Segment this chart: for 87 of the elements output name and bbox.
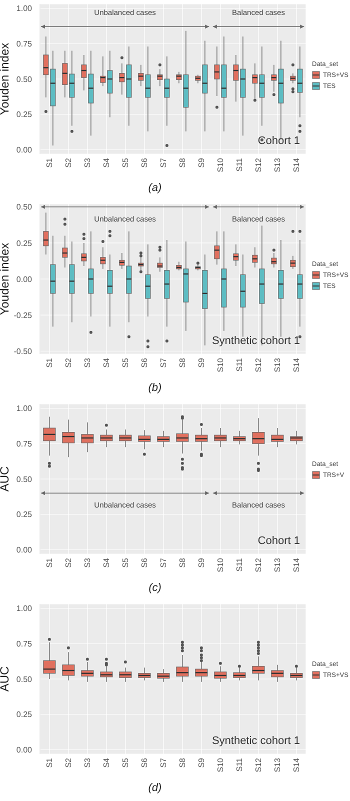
x-tick-label: S9 xyxy=(197,357,206,368)
y-tick-label: 0.50 xyxy=(16,674,33,684)
y-tick-label: 0.75 xyxy=(16,39,33,48)
y-tick-label: 0.00 xyxy=(16,146,33,155)
y-tick-label: 0.00 xyxy=(16,746,33,755)
x-tick-label: S1 xyxy=(45,357,54,368)
x-tick-label: S3 xyxy=(83,357,92,368)
x-tick-label: S6 xyxy=(140,357,149,368)
x-tick-label: S13 xyxy=(273,357,282,372)
x-tick-label: S12 xyxy=(254,557,263,572)
x-tick-label: S4 xyxy=(102,557,111,568)
x-tick-label: S14 xyxy=(292,757,301,772)
x-tick-label: S6 xyxy=(140,557,149,568)
text: (a) xyxy=(147,182,163,194)
x-tick-label: S5 xyxy=(121,357,130,368)
x-tick-label: S1 xyxy=(45,557,54,568)
x-tick-label: S8 xyxy=(178,557,187,568)
x-tick-label: S7 xyxy=(159,557,168,568)
x-tick-label: S7 xyxy=(159,757,168,768)
x-tick-label: S9 xyxy=(197,757,206,768)
x-tick-label: S8 xyxy=(178,357,187,368)
x-tick-label: S2 xyxy=(64,157,73,168)
x-tick-label: S11 xyxy=(235,757,244,772)
x-tick-label: S2 xyxy=(64,757,73,768)
x-tick-label: S13 xyxy=(273,757,282,772)
annotation: Cohort 1 xyxy=(256,135,301,147)
x-tick-label: S11 xyxy=(235,357,244,372)
y-axis-title: Youden index xyxy=(0,242,12,316)
x-tick-label: S4 xyxy=(102,357,111,368)
x-tick-label: S6 xyxy=(140,757,149,768)
y-tick-label: 1.00 xyxy=(16,604,33,614)
x-tick-label: S14 xyxy=(292,157,301,172)
x-tick-label: S14 xyxy=(292,357,301,372)
y-tick-label: -0.50 xyxy=(14,346,33,356)
x-tick-label: S11 xyxy=(235,157,244,172)
x-tick-label: S10 xyxy=(216,157,225,172)
y-tick-label: 0.75 xyxy=(16,639,33,648)
x-tick-label: S10 xyxy=(216,357,225,372)
x-tick-label: S3 xyxy=(83,157,92,168)
x-tick-label: S14 xyxy=(292,557,301,572)
text: (d) xyxy=(147,782,163,794)
x-tick-label: S6 xyxy=(140,157,149,168)
x-tick-label: S13 xyxy=(273,157,282,172)
x-tick-label: S4 xyxy=(102,157,111,168)
x-tick-label: S8 xyxy=(178,757,187,768)
y-tick-label: 0.00 xyxy=(16,546,33,555)
y-tick-label: 0.00 xyxy=(16,274,33,284)
x-tick-label: S11 xyxy=(235,557,244,572)
x-tick-label: S12 xyxy=(254,157,263,172)
text: (c) xyxy=(148,582,162,594)
x-tick-label: S1 xyxy=(45,757,54,768)
x-tick-label: S12 xyxy=(254,757,263,772)
x-tick-label: S5 xyxy=(121,757,130,768)
x-tick-label: S1 xyxy=(45,157,54,168)
x-tick-label: S13 xyxy=(273,557,282,572)
x-tick-label: S5 xyxy=(121,157,130,168)
x-tick-label: S7 xyxy=(159,157,168,168)
x-tick-label: S10 xyxy=(216,557,225,572)
annotation: Cohort 1 xyxy=(256,535,301,547)
y-tick-label: 0.75 xyxy=(16,439,33,448)
x-tick-label: S9 xyxy=(197,557,206,568)
x-tick-label: S2 xyxy=(64,557,73,568)
y-tick-label: 0.25 xyxy=(16,110,33,120)
y-tick-label: -0.25 xyxy=(14,310,33,320)
x-tick-label: S3 xyxy=(83,557,92,568)
y-tick-label: 0.50 xyxy=(16,474,33,484)
x-tick-label: S3 xyxy=(83,757,92,768)
y-tick-label: 0.50 xyxy=(16,202,33,212)
y-tick-label: 0.25 xyxy=(16,510,33,520)
x-tick-label: S10 xyxy=(216,757,225,772)
x-tick-label: S12 xyxy=(254,357,263,372)
annotation: Synthetic cohort 1 xyxy=(210,735,301,747)
y-tick-label: 0.25 xyxy=(16,238,33,248)
x-tick-label: S5 xyxy=(121,557,130,568)
y-axis-title: AUC xyxy=(0,666,12,692)
y-axis-title: AUC xyxy=(0,466,12,492)
x-tick-label: S2 xyxy=(64,357,73,368)
y-tick-label: 0.50 xyxy=(16,74,33,84)
x-tick-label: S4 xyxy=(102,757,111,768)
y-tick-label: 1.00 xyxy=(16,404,33,414)
y-tick-label: 1.00 xyxy=(16,4,33,14)
y-tick-label: 0.25 xyxy=(16,710,33,720)
text: (b) xyxy=(147,382,163,394)
x-tick-label: S9 xyxy=(197,157,206,168)
x-tick-label: S7 xyxy=(159,357,168,368)
x-tick-label: S8 xyxy=(178,157,187,168)
y-axis-title: Youden index xyxy=(0,42,12,116)
